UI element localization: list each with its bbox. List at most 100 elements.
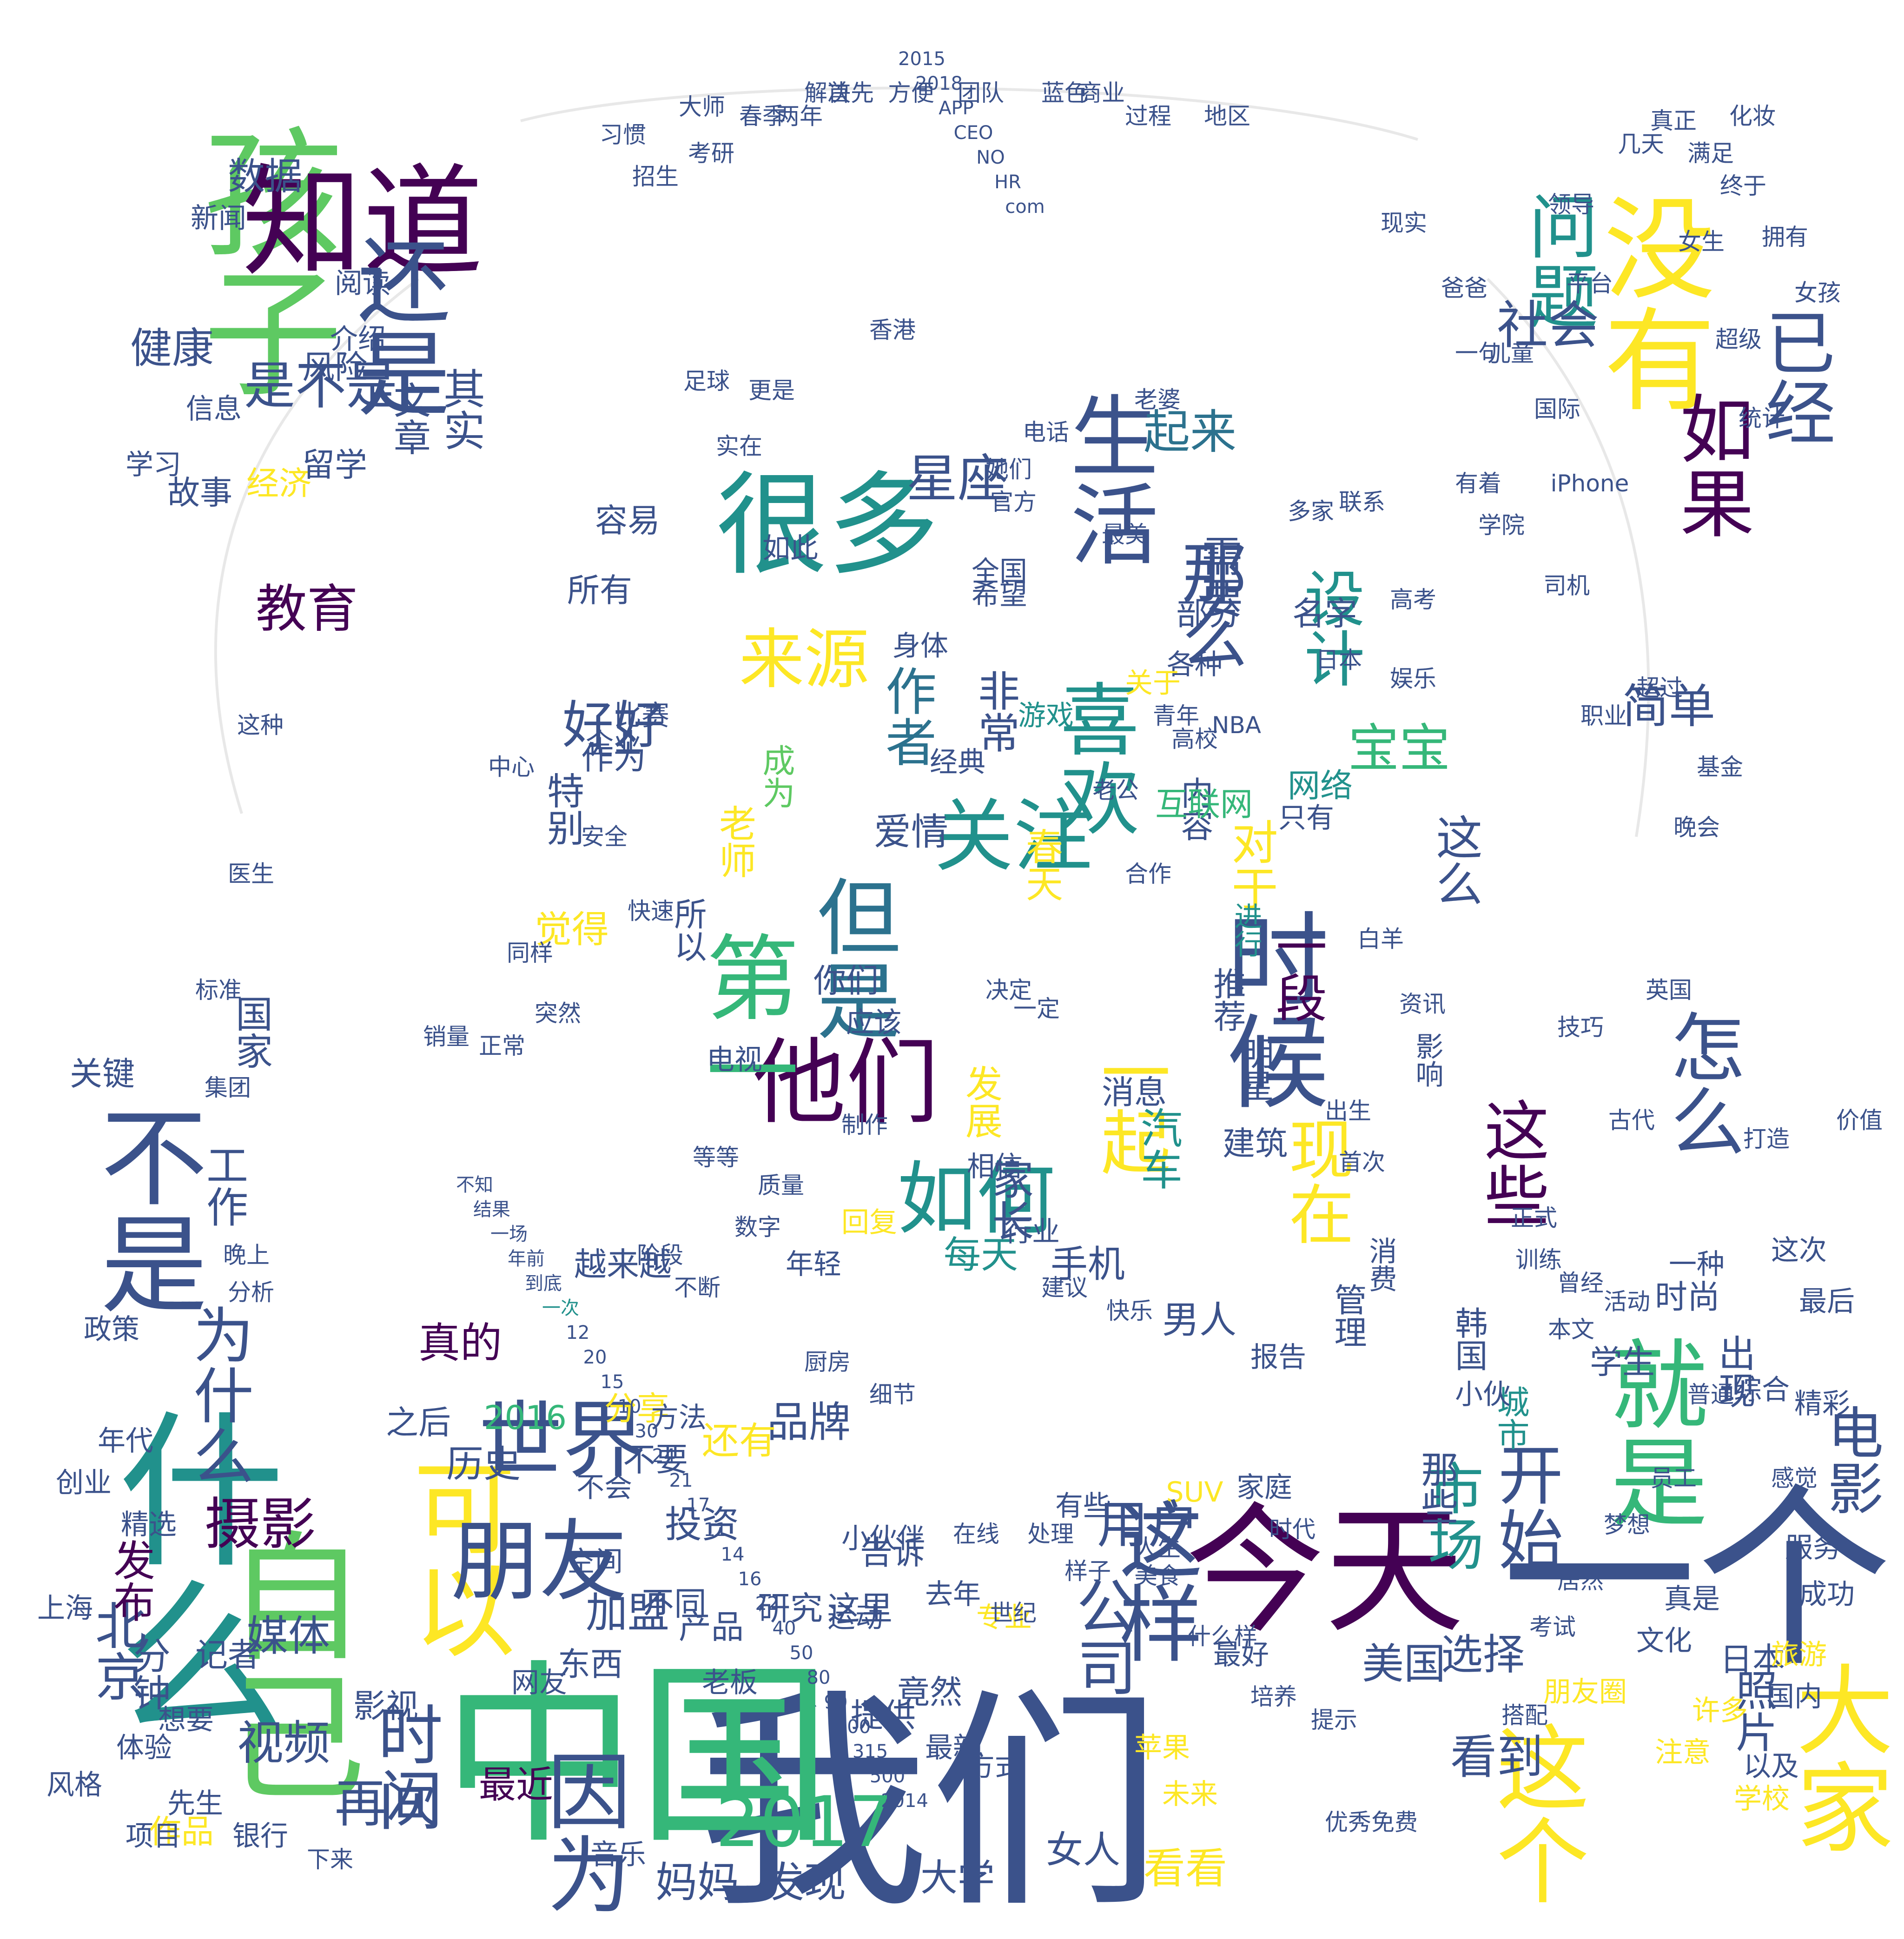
cloud-word: 21: [669, 1470, 693, 1491]
cloud-word: 制作: [841, 1112, 888, 1138]
cloud-word: 男人: [1162, 1298, 1236, 1342]
cloud-word: 提供: [851, 1696, 916, 1734]
cloud-word: 选择: [1441, 1630, 1525, 1679]
cloud-word: 活动: [1604, 1288, 1650, 1315]
cloud-word: 所以: [669, 897, 707, 962]
cloud-word: 所有: [567, 571, 632, 609]
cloud-word: 留学: [302, 446, 367, 484]
cloud-word: 招生: [632, 163, 679, 190]
cloud-word: 培养: [1250, 1683, 1297, 1710]
cloud-word: 再次: [335, 1774, 437, 1833]
cloud-word: 分钟: [127, 1636, 171, 1711]
cloud-word: 美国: [1362, 1640, 1446, 1688]
cloud-word: 真正: [1650, 107, 1697, 134]
cloud-word: 媒体: [246, 1612, 330, 1661]
cloud-word: 信息: [186, 393, 242, 425]
cloud-word: 竟然: [897, 1673, 962, 1711]
cloud-word: 这个: [1480, 1720, 1588, 1906]
cloud-word: 职业: [1580, 702, 1627, 729]
cloud-word: 苹果: [1134, 1732, 1190, 1764]
cloud-word: 中国: [442, 1643, 832, 1871]
cloud-word: 如果: [1667, 390, 1754, 539]
cloud-word: 内容: [1176, 776, 1214, 841]
cloud-word: 加盟: [586, 1588, 669, 1637]
cloud-word: 训练: [1515, 1246, 1562, 1273]
cloud-word: 快速: [628, 898, 674, 925]
cloud-word: 注意: [1655, 1736, 1711, 1769]
cloud-word: 国家: [230, 995, 273, 1069]
cloud-word: 很多: [715, 460, 939, 590]
cloud-word: 不要: [623, 1441, 688, 1479]
cloud-word: 社会: [1497, 296, 1599, 355]
cloud-word: 国际: [1534, 396, 1580, 423]
cloud-word: 最新: [925, 1732, 981, 1764]
cloud-word: 正式: [1511, 1204, 1557, 1231]
cloud-word: 对于: [1223, 818, 1278, 911]
cloud-word: 最美: [1102, 521, 1148, 548]
cloud-word: 晚上: [223, 1242, 270, 1269]
cloud-word: 厨房: [804, 1349, 851, 1376]
cloud-word: 资讯: [1399, 991, 1446, 1018]
cloud-word: 健康: [130, 324, 214, 373]
cloud-word: 经典: [930, 746, 985, 779]
cloud-word: 大学: [920, 1856, 995, 1899]
cloud-word: 经济: [246, 464, 311, 503]
cloud-word: 方式: [967, 1750, 1023, 1783]
cloud-word: 到底: [525, 1273, 562, 1294]
cloud-word: 行业: [1004, 1216, 1060, 1248]
cloud-word: 销量: [423, 1023, 469, 1050]
cloud-word: 拥有: [1762, 224, 1808, 251]
cloud-word: 2015: [898, 48, 945, 70]
cloud-word: 特别: [541, 772, 584, 846]
cloud-word: 优秀: [1325, 1809, 1371, 1836]
cloud-word: 影视: [353, 1687, 418, 1725]
cloud-word: 12: [566, 1322, 590, 1343]
cloud-word: 不是: [82, 1102, 206, 1316]
cloud-word: 15: [600, 1371, 624, 1393]
cloud-word: 老师: [713, 804, 756, 879]
cloud-word: 突然: [535, 1000, 581, 1027]
cloud-word: 化妆: [1729, 103, 1776, 130]
cloud-word: 影响: [1411, 1032, 1443, 1088]
cloud-word: 这样: [1104, 1497, 1202, 1664]
cloud-word: 基金: [1697, 754, 1743, 781]
cloud-word: 电话: [1023, 419, 1069, 446]
cloud-word: 这么: [1428, 814, 1482, 907]
cloud-word: 她们: [985, 456, 1032, 483]
cloud-word: 如何: [897, 1153, 1056, 1245]
cloud-word: 我们: [697, 1668, 1162, 1939]
cloud-word: 关注: [934, 791, 1093, 883]
cloud-word: 50: [789, 1642, 813, 1664]
cloud-word: 政策: [84, 1313, 139, 1346]
cloud-word: HR: [994, 172, 1021, 193]
cloud-word: 游戏: [1018, 700, 1074, 732]
cloud-word: 正常: [479, 1032, 525, 1059]
cloud-word: 是不是: [244, 356, 397, 416]
cloud-word: 老板: [702, 1667, 758, 1699]
cloud-word: 手机: [1051, 1243, 1125, 1286]
cloud-word: 开始: [1487, 1441, 1563, 1571]
cloud-word: 妈妈: [655, 1858, 739, 1907]
cloud-word: 今天: [1185, 1490, 1464, 1652]
cloud-word: 一次: [542, 1297, 579, 1319]
cloud-word: 一句: [1455, 340, 1501, 367]
cloud-word: 现实: [1381, 210, 1427, 237]
cloud-word: 介绍: [330, 323, 386, 356]
cloud-word: 最近: [479, 1763, 553, 1807]
cloud-word: 统计: [1739, 405, 1785, 432]
cloud-word: 自己: [203, 1525, 365, 1804]
cloud-word: 文章: [388, 381, 431, 456]
cloud-word: 管理: [1329, 1283, 1367, 1348]
cloud-word: 年前: [508, 1248, 545, 1270]
cloud-word: 以及: [1743, 1750, 1799, 1783]
cloud-word: 员工: [1650, 1465, 1697, 1492]
cloud-word: 世界: [478, 1392, 647, 1489]
cloud-word: 春季: [739, 103, 786, 130]
cloud-word: 报告: [1250, 1341, 1306, 1374]
cloud-word: 喜欢: [1046, 679, 1138, 837]
cloud-word: SUV: [1166, 1476, 1223, 1509]
cloud-word: 样子: [1064, 1558, 1111, 1585]
cloud-word: 30: [635, 1421, 659, 1442]
cloud-word: 发现: [762, 1858, 846, 1907]
